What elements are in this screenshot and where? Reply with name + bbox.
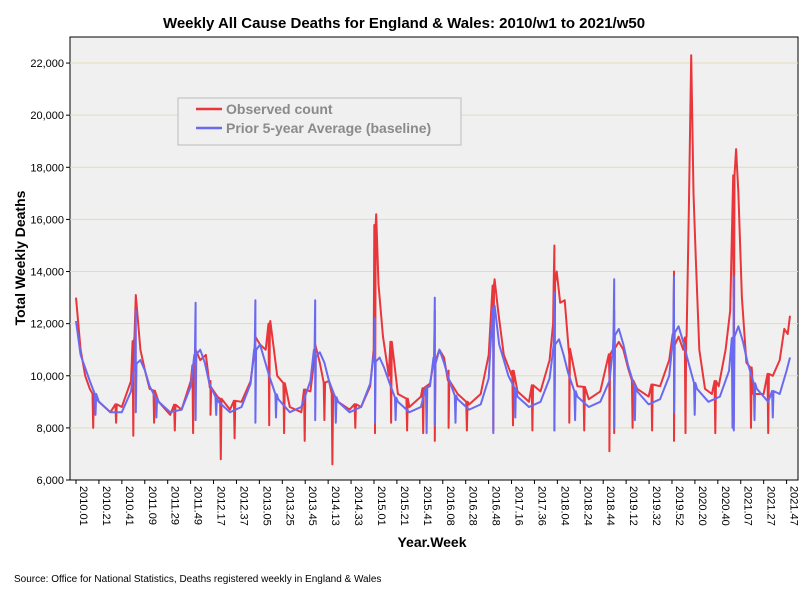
chart-title: Weekly All Cause Deaths for England & Wa… [163,15,645,32]
x-tick-label: 2014.13 [329,486,341,526]
x-tick-label: 2011.49 [192,486,204,525]
source-note: Source: Office for National Statistics, … [14,574,381,585]
legend: Observed count Prior 5-year Average (bas… [177,97,462,146]
x-tick-label: 2018.24 [581,486,593,526]
y-tick-label: 22,000 [30,58,64,70]
legend-label-baseline: Prior 5-year Average (baseline) [226,120,431,136]
y-tick-label: 6,000 [36,475,64,487]
x-tick-label: 2014.33 [352,486,364,526]
legend-label-observed: Observed count [226,101,333,117]
series-baseline-line [75,275,791,435]
x-tick-label: 2010.41 [123,486,135,526]
x-axis-title: Year.Week [397,534,466,550]
x-tick-label: 2013.45 [306,486,318,526]
series-lines [75,54,791,466]
x-tick-label: 2016.28 [467,486,479,526]
x-tick-label: 2012.17 [215,486,227,526]
x-tick-label: 2013.05 [260,486,272,526]
x-tick-label: 2020.20 [696,486,708,526]
y-tick-label: 8,000 [36,423,64,435]
x-tick-label: 2019.32 [650,486,662,526]
x-tick-label: 2015.21 [398,486,410,526]
x-tick-label: 2011.09 [146,486,158,525]
x-tick-label: 2015.01 [375,486,387,526]
x-tick-label: 2016.08 [444,486,456,526]
y-tick-label: 20,000 [30,110,64,122]
y-axis-title: Total Weekly Deaths [12,190,28,325]
x-tick-label: 2021.27 [765,486,777,526]
y-tick-label: 12,000 [30,319,64,331]
x-tick-label: 2013.25 [283,486,295,526]
x-tick-label: 2021.47 [788,486,800,526]
x-tick-label: 2017.36 [535,486,547,526]
x-tick-label: 2018.04 [558,486,570,526]
x-tick-label: 2011.29 [169,486,181,525]
x-tick-label: 2010.01 [77,486,89,526]
x-tick-label: 2016.48 [490,486,502,526]
x-tick-label: 2015.41 [421,486,433,526]
x-tick-label: 2018.44 [604,486,616,526]
y-axis-ticks: 6,000 8,000 10,000 12,000 14,000 16,000 18,000… [30,58,70,487]
legend-box [177,97,462,146]
x-tick-label: 2020.40 [719,486,731,526]
x-tick-label: 2019.52 [673,486,685,526]
x-tick-label: 2010.21 [100,486,112,526]
y-tick-label: 10,000 [30,371,64,383]
y-tick-label: 16,000 [30,214,64,226]
y-tick-label: 18,000 [30,162,64,174]
x-tick-label: 2021.07 [742,486,754,526]
x-tick-label: 2019.12 [627,486,639,526]
x-tick-label: 2012.37 [237,486,249,526]
x-axis-ticks: 2010.01 2010.21 2010.41 2011.09 2011.29 2011.… [75,480,800,526]
y-tick-label: 14,000 [30,267,64,279]
x-tick-label: 2017.16 [513,486,525,526]
